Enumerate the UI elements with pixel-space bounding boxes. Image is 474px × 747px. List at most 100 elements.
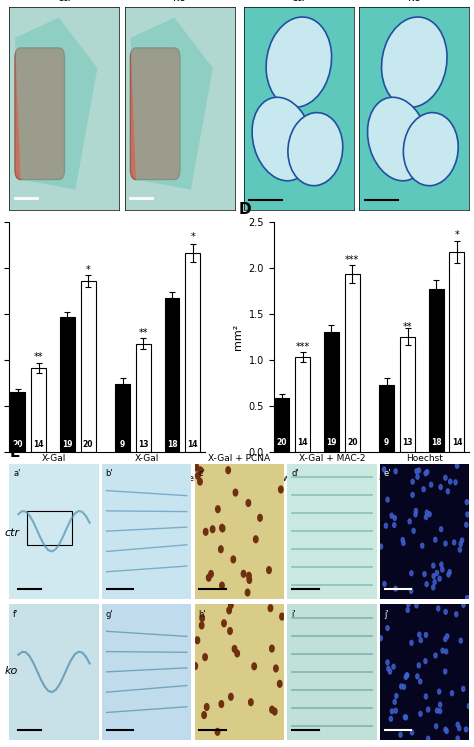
Circle shape xyxy=(388,669,392,674)
Ellipse shape xyxy=(266,17,332,108)
Circle shape xyxy=(393,515,396,521)
Circle shape xyxy=(231,556,236,562)
Circle shape xyxy=(438,702,442,707)
Circle shape xyxy=(249,699,253,706)
Circle shape xyxy=(453,540,456,545)
Circle shape xyxy=(232,645,237,652)
Text: 16 weeks: 16 weeks xyxy=(56,474,99,483)
Text: female: female xyxy=(35,485,71,495)
Circle shape xyxy=(425,582,428,586)
Bar xyxy=(10,392,26,452)
Text: *: * xyxy=(191,232,195,242)
Circle shape xyxy=(247,572,251,579)
Text: 16 weeks: 16 weeks xyxy=(161,474,204,483)
Title: X-Gal + PCNA: X-Gal + PCNA xyxy=(208,453,271,462)
Text: **: ** xyxy=(34,352,44,362)
Circle shape xyxy=(200,622,204,629)
Circle shape xyxy=(405,673,409,678)
Text: 14: 14 xyxy=(34,441,44,450)
Circle shape xyxy=(203,654,207,660)
Text: i': i' xyxy=(291,610,296,619)
Bar xyxy=(60,317,75,452)
Text: 16 weeks: 16 weeks xyxy=(425,474,468,483)
Circle shape xyxy=(450,691,454,695)
Circle shape xyxy=(444,541,447,546)
Circle shape xyxy=(202,712,206,719)
Circle shape xyxy=(418,468,420,473)
Circle shape xyxy=(406,607,410,613)
Circle shape xyxy=(439,527,443,532)
Circle shape xyxy=(220,582,224,589)
Circle shape xyxy=(200,615,204,622)
Circle shape xyxy=(444,636,447,642)
Circle shape xyxy=(267,567,271,574)
Circle shape xyxy=(444,610,447,614)
Circle shape xyxy=(446,489,449,494)
Circle shape xyxy=(439,485,442,489)
Circle shape xyxy=(419,711,422,716)
Text: 8 weeks: 8 weeks xyxy=(10,474,47,483)
Text: 9: 9 xyxy=(384,438,389,447)
Bar xyxy=(136,344,151,452)
Text: ***: *** xyxy=(345,255,359,265)
Text: **: ** xyxy=(403,322,412,332)
Circle shape xyxy=(419,679,422,684)
Circle shape xyxy=(438,576,441,581)
Circle shape xyxy=(416,674,419,679)
Circle shape xyxy=(444,475,447,480)
Circle shape xyxy=(390,513,393,518)
Circle shape xyxy=(383,581,386,586)
Title: X-Gal: X-Gal xyxy=(42,453,66,462)
Circle shape xyxy=(228,602,233,609)
Circle shape xyxy=(195,637,200,644)
Circle shape xyxy=(455,612,458,617)
Ellipse shape xyxy=(288,113,343,186)
Circle shape xyxy=(252,663,256,670)
Circle shape xyxy=(394,586,397,591)
Circle shape xyxy=(456,463,459,468)
Circle shape xyxy=(433,580,436,584)
Circle shape xyxy=(403,715,407,719)
Ellipse shape xyxy=(382,17,447,108)
Circle shape xyxy=(412,528,415,533)
Bar xyxy=(31,368,46,452)
Circle shape xyxy=(454,480,457,485)
Text: E: E xyxy=(9,444,20,459)
Text: h': h' xyxy=(199,610,206,619)
Circle shape xyxy=(436,708,438,713)
Circle shape xyxy=(459,542,462,547)
Circle shape xyxy=(462,603,465,607)
Circle shape xyxy=(426,470,429,474)
Text: ctr: ctr xyxy=(292,0,306,4)
Text: 20: 20 xyxy=(13,441,23,450)
Text: j': j' xyxy=(384,610,388,619)
Circle shape xyxy=(435,724,438,729)
Text: 19: 19 xyxy=(326,438,337,447)
Circle shape xyxy=(438,709,442,713)
Circle shape xyxy=(226,467,230,474)
Circle shape xyxy=(445,649,448,654)
Text: female: female xyxy=(299,485,335,495)
Circle shape xyxy=(394,708,397,713)
Circle shape xyxy=(268,605,273,612)
Circle shape xyxy=(400,684,403,689)
Circle shape xyxy=(254,536,258,542)
Text: 14: 14 xyxy=(452,438,462,447)
Text: 18: 18 xyxy=(167,441,177,450)
Ellipse shape xyxy=(252,97,313,181)
Circle shape xyxy=(233,489,237,496)
Circle shape xyxy=(389,716,392,722)
Bar xyxy=(428,289,444,452)
Circle shape xyxy=(399,732,402,737)
Bar xyxy=(345,274,360,452)
Circle shape xyxy=(445,728,448,734)
Polygon shape xyxy=(15,18,98,190)
Circle shape xyxy=(432,585,435,590)
Circle shape xyxy=(411,492,414,498)
Circle shape xyxy=(386,498,389,502)
Circle shape xyxy=(386,626,389,630)
Bar xyxy=(379,385,394,452)
Bar xyxy=(324,332,339,452)
Circle shape xyxy=(204,704,209,710)
Circle shape xyxy=(427,737,430,741)
